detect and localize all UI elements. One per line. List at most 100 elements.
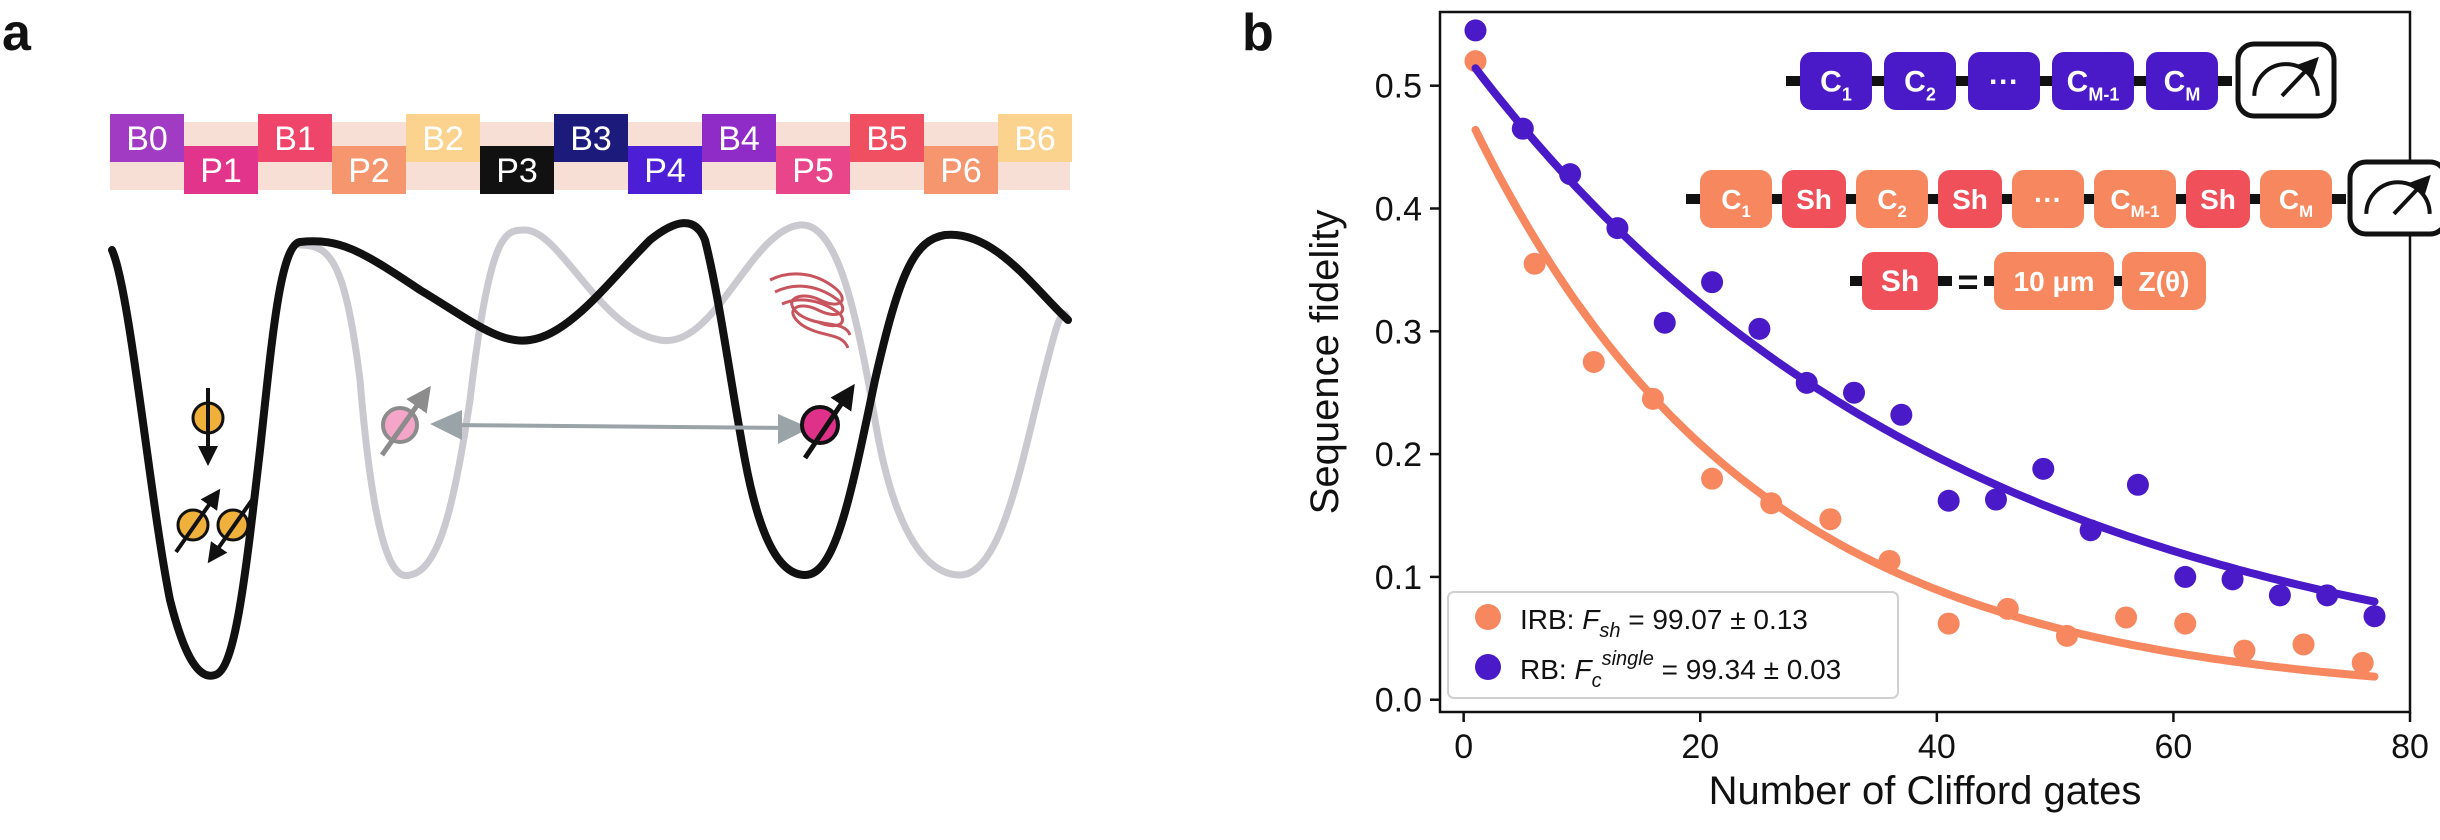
data-point-rb (2268, 584, 2291, 607)
gate-label-b5: B5 (866, 120, 908, 158)
z-gate (2122, 252, 2206, 310)
data-point-rb (2032, 457, 2055, 480)
data-point-irb (2115, 606, 2138, 629)
gate-b0 (110, 114, 184, 162)
circuit-gate (2094, 170, 2176, 228)
gate-label-p1: P1 (200, 152, 242, 190)
ghost-spin (379, 385, 431, 457)
circuit-gate (2186, 170, 2250, 228)
y-tick-label: 0.4 (1375, 190, 1422, 228)
fit-curve-rb (1471, 64, 2379, 606)
gate-b4 (702, 114, 776, 162)
irb-circuit: C1 Sh C2 Sh ··· CM-1 Sh CM (1686, 159, 2440, 237)
black-potential-curve (108, 219, 1072, 680)
gate-b5 (850, 114, 924, 162)
gate-b1 (258, 114, 332, 162)
data-point-irb (1582, 351, 1605, 373)
y-tick-label: 0.5 (1375, 68, 1422, 106)
gate-strip-bottom-row: P1 P2 P3 P4 P5 P6 (184, 146, 998, 194)
data-point-rb (1937, 489, 1960, 512)
data-point-irb (1878, 549, 1901, 572)
data-point-irb (2292, 633, 2315, 656)
legend-marker-irb (1475, 604, 1501, 630)
circuit-gate-label: C1 (1721, 184, 1751, 221)
sh-definition: Sh = 10 μm Z(θ) (1850, 252, 2206, 310)
data-point-rb (2221, 568, 2244, 591)
x-tick-label: 60 (2155, 728, 2193, 766)
data-point-irb (2233, 639, 2256, 662)
circuit-gate (2012, 170, 2084, 228)
circuit-gate-label: Sh (2200, 184, 2236, 215)
data-point-irb (2174, 612, 2197, 635)
y-axis-ticks: 0.0 0.1 0.2 0.3 0.4 0.5 (1375, 68, 1440, 720)
data-point-rb (2316, 584, 2339, 607)
data-point-irb (1701, 467, 1724, 490)
x-axis-ticks: 0 20 40 60 80 (1454, 712, 2429, 766)
data-point-irb (2055, 624, 2078, 647)
equals-sign: = (1957, 261, 1978, 302)
data-point-irb (2351, 651, 2374, 674)
data-point-rb (1559, 163, 1582, 186)
circuit-gate (2146, 52, 2218, 110)
data-point-rb (2174, 565, 2197, 588)
data-point-rb (2126, 473, 2149, 496)
y-tick-label: 0.0 (1375, 682, 1422, 720)
y-tick-label: 0.1 (1375, 559, 1422, 597)
data-point-rb (1606, 217, 1629, 240)
data-point-rb (1984, 488, 2007, 511)
shuttle-gate (1994, 252, 2114, 310)
data-point-rb (2079, 519, 2102, 542)
meter-arc-icon (2364, 180, 2432, 214)
gate-label-b6: B6 (1014, 120, 1056, 158)
gate-label-b3: B3 (570, 120, 612, 158)
z-gate-label: Z(θ) (2139, 266, 2190, 297)
data-point-irb (1819, 508, 1842, 531)
x-tick-label: 40 (1918, 728, 1956, 766)
gate-p3 (480, 146, 554, 194)
circuit-gate (1856, 170, 1928, 228)
circuit-gate-label: CM (2164, 66, 2201, 105)
gate-p1 (184, 146, 258, 194)
gate-label-p6: P6 (940, 152, 982, 190)
gray-potential-curve (296, 221, 1072, 580)
legend-box (1447, 591, 1899, 699)
data-point-rb (2363, 605, 2386, 628)
gate-b6 (998, 114, 1072, 162)
target-spin (800, 383, 855, 460)
panel-label-b: b (1242, 4, 1274, 62)
panel-label-a: a (2, 4, 32, 62)
chart-axes: 0 20 40 60 80 0.0 0.1 0.2 0.3 0.4 0.5 Number of C… (1303, 10, 2429, 813)
circuit-gate-label: ··· (2034, 184, 2062, 215)
data-point-irb (1523, 252, 1546, 275)
y-tick-label: 0.3 (1375, 313, 1422, 351)
circuit-gate (1800, 52, 1872, 110)
data-point-irb (1937, 612, 1960, 635)
x-tick-label: 20 (1681, 728, 1719, 766)
y-axis-label: Sequence fidelity (1303, 210, 1347, 515)
circuit-gate-label: Sh (1952, 184, 1988, 215)
circuit-gate-label: ··· (1989, 66, 2019, 99)
sh-gate (1862, 252, 1938, 310)
rb-circuit: C1 C2 ··· CM-1 CM (1786, 41, 2337, 119)
single-spin-down (191, 388, 225, 466)
sh-gate-label: Sh (1881, 265, 1919, 298)
meter-arc-icon (2252, 62, 2320, 96)
circuit-gate (1700, 170, 1772, 228)
gate-label-b2: B2 (422, 120, 464, 158)
circuit-gate-label: CM-1 (2110, 184, 2159, 221)
circuit-gate-label: CM-1 (2067, 66, 2120, 105)
gate-p2 (332, 146, 406, 194)
gate-b2 (406, 114, 480, 162)
gate-p4 (628, 146, 702, 194)
gate-label-b1: B1 (274, 120, 316, 158)
data-point-rb (1464, 19, 1487, 42)
circuit-gate (1884, 52, 1956, 110)
fit-curve-irb (1471, 125, 2379, 681)
plot-frame (1438, 10, 2412, 714)
circuit-gate-label: C2 (1877, 184, 1907, 221)
microwave-wave-icon (769, 272, 852, 349)
gate-strip-top-row: B0 B1 B2 B3 B4 B5 B6 (110, 114, 1072, 162)
circuit-gate-label: CM (2279, 184, 2313, 221)
